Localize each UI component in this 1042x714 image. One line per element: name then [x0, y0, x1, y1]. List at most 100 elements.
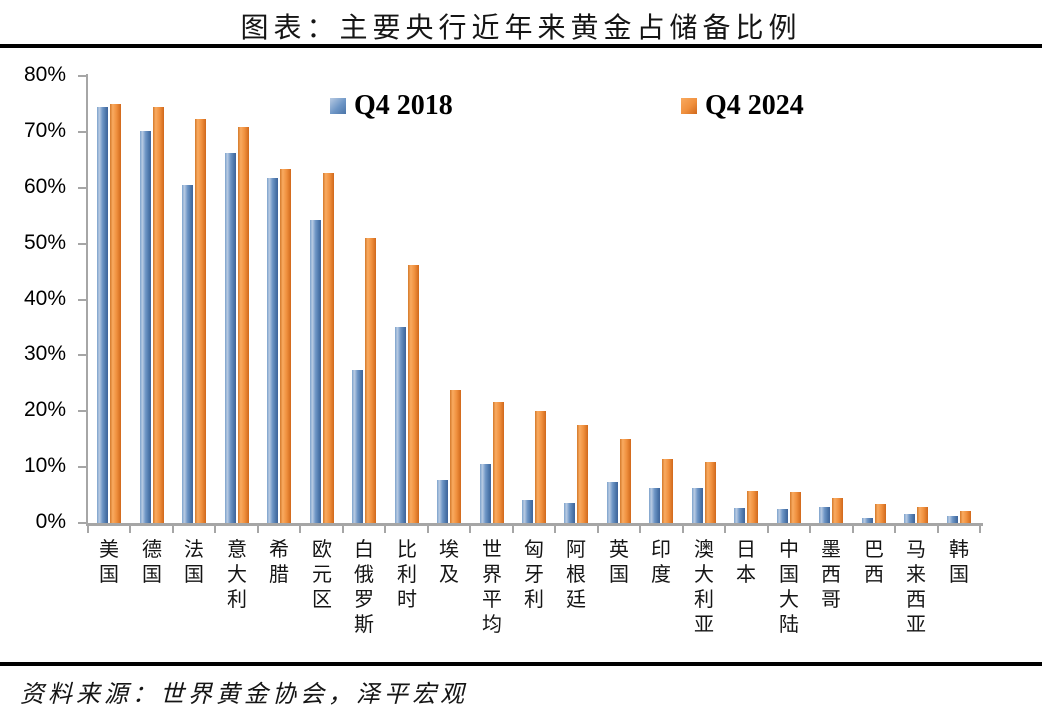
bar-q4-2024 — [662, 459, 673, 523]
bar-q4-2018 — [607, 482, 618, 523]
y-tick-label: 10% — [23, 454, 66, 478]
category-label: 比 利 时 — [397, 537, 417, 611]
bar-q4-2018 — [310, 220, 321, 523]
y-axis-tick — [78, 298, 86, 301]
x-axis-tick — [766, 523, 769, 533]
x-axis-tick — [87, 523, 89, 533]
bar-q4-2018 — [904, 514, 915, 523]
x-axis-tick — [299, 523, 302, 533]
category-label: 白 俄 罗 斯 — [354, 537, 374, 636]
bar-q4-2018 — [267, 178, 278, 523]
category-label: 欧 元 区 — [312, 537, 332, 611]
bar-q4-2024 — [110, 104, 121, 523]
y-axis-tick — [78, 522, 86, 524]
bar-q4-2018 — [862, 518, 873, 523]
x-axis-tick — [724, 523, 727, 533]
bar-q4-2024 — [408, 265, 419, 523]
y-tick-label: 40% — [23, 286, 66, 310]
category-label: 墨 西 哥 — [821, 537, 841, 611]
category-label: 意 大 利 — [227, 537, 247, 611]
bar-q4-2018 — [395, 327, 406, 523]
y-tick-label: 80% — [23, 63, 66, 86]
category-label: 中 国 大 陆 — [779, 537, 799, 636]
bar-q4-2018 — [692, 488, 703, 523]
y-tick-label: 30% — [23, 342, 66, 366]
bar-q4-2024 — [832, 498, 843, 523]
bar-q4-2024 — [153, 107, 164, 523]
bar-q4-2024 — [195, 119, 206, 523]
bar-q4-2018 — [182, 185, 193, 523]
bar-q4-2024 — [790, 492, 801, 523]
y-axis-tick — [78, 354, 86, 357]
bar-q4-2024 — [917, 507, 928, 523]
bar-q4-2024 — [875, 504, 886, 523]
x-axis-tick — [426, 523, 429, 533]
legend-swatch-q4-2024-icon — [681, 98, 697, 114]
y-tick-label: 70% — [23, 118, 66, 142]
legend-label-q4-2018: Q4 2018 — [354, 90, 453, 121]
category-label: 澳 大 利 亚 — [694, 537, 714, 636]
bar-q4-2018 — [649, 488, 660, 523]
category-label: 希 腊 — [269, 537, 289, 586]
bar-q4-2024 — [323, 173, 334, 523]
bar-q4-2018 — [97, 107, 108, 523]
bar-q4-2024 — [960, 511, 971, 523]
bar-q4-2024 — [705, 462, 716, 523]
y-axis-tick — [78, 186, 86, 189]
category-label: 法 国 — [184, 537, 204, 586]
y-tick-label: 60% — [23, 174, 66, 198]
category-label: 韩 国 — [949, 537, 969, 586]
bar-q4-2018 — [140, 131, 151, 523]
y-axis-tick — [78, 466, 86, 469]
bar-q4-2018 — [480, 464, 491, 523]
x-axis-tick — [639, 523, 642, 533]
y-tick-label: 20% — [23, 398, 66, 422]
bar-q4-2024 — [365, 238, 376, 523]
y-axis-tick — [78, 410, 86, 413]
x-axis-tick — [681, 523, 684, 533]
category-label: 阿 根 廷 — [566, 537, 586, 611]
legend-item-q4-2024: Q4 2024 — [681, 90, 804, 121]
source-note: 资料来源：世界黄金协会，泽平宏观 — [20, 680, 468, 708]
x-axis-tick — [256, 523, 259, 533]
x-axis-tick — [979, 523, 981, 533]
category-label: 巴 西 — [864, 537, 884, 586]
category-label: 日 本 — [736, 537, 756, 586]
y-tick-label: 0% — [35, 510, 66, 533]
x-axis-tick — [469, 523, 472, 533]
bar-q4-2018 — [352, 370, 363, 523]
top-divider — [0, 44, 1042, 48]
y-axis-line — [86, 74, 88, 526]
category-label: 印 度 — [651, 537, 671, 586]
bar-q4-2024 — [280, 169, 291, 523]
x-axis-tick — [171, 523, 174, 533]
category-label: 德 国 — [142, 537, 162, 586]
bar-q4-2018 — [437, 480, 448, 523]
bar-q4-2024 — [620, 439, 631, 523]
legend-swatch-q4-2018-icon — [330, 98, 346, 114]
x-axis-tick — [894, 523, 897, 533]
bar-q4-2018 — [522, 500, 533, 523]
x-axis-tick — [596, 523, 599, 533]
bar-q4-2024 — [747, 491, 758, 523]
bar-q4-2024 — [493, 402, 504, 523]
y-axis-tick — [78, 130, 86, 133]
x-axis-tick — [511, 523, 514, 533]
y-axis-tick — [78, 242, 86, 245]
bar-q4-2024 — [238, 127, 249, 523]
bar-q4-2024 — [535, 411, 546, 523]
bar-q4-2018 — [225, 153, 236, 523]
bar-q4-2018 — [564, 503, 575, 523]
bar-q4-2018 — [777, 509, 788, 523]
x-axis-tick — [809, 523, 812, 533]
bar-q4-2018 — [819, 507, 830, 523]
legend-label-q4-2024: Q4 2024 — [705, 90, 804, 121]
x-axis-tick — [341, 523, 344, 533]
page-title: 图表：主要央行近年来黄金占储备比例 — [240, 11, 802, 44]
category-label: 马 来 西 亚 — [906, 537, 926, 636]
x-axis-line — [86, 523, 983, 526]
bottom-divider — [0, 662, 1042, 666]
y-axis-tick — [78, 75, 86, 77]
